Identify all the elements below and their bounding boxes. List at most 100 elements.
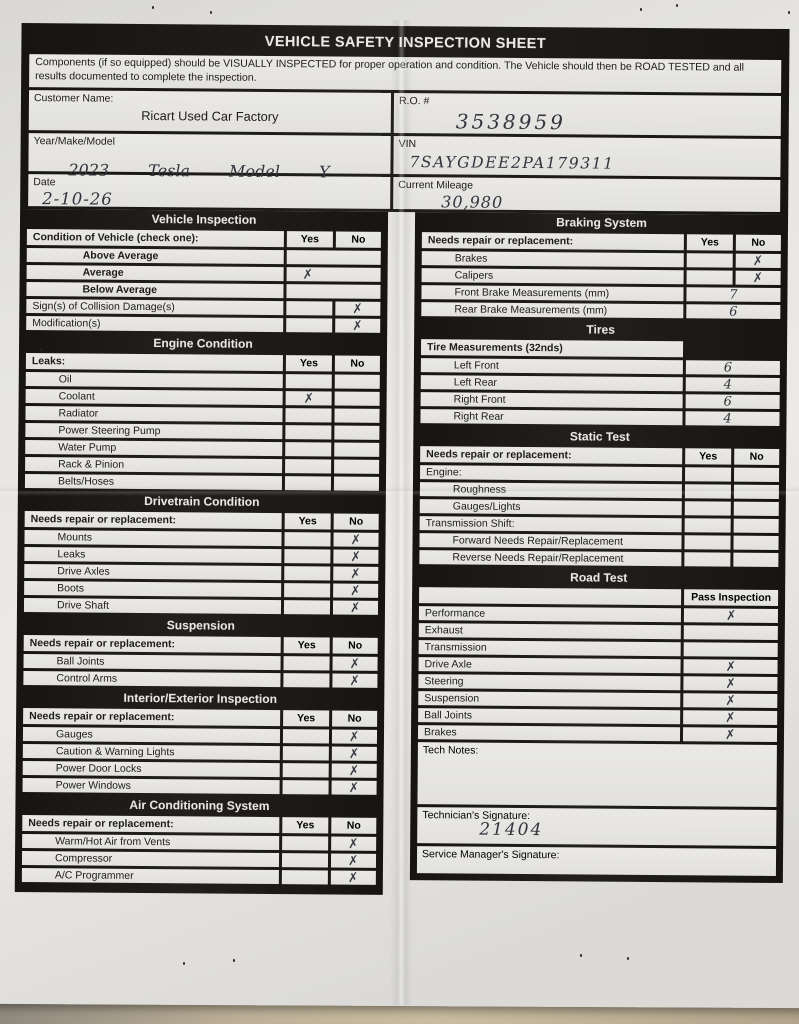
tire-value: 6 [723,394,732,410]
table-row: Ball Joints ✗ [23,653,378,671]
x-mark: ✗ [349,727,360,745]
x-mark: ✗ [752,251,764,269]
header-label: Needs repair or replacement: [23,707,281,727]
table-row: Engine: [420,465,780,482]
technician-signature-value: 21404 [479,819,544,841]
manager-signature-label: Service Manager's Signature: [422,848,560,862]
row-label: Drive Shaft [23,597,282,615]
date-value: 2-10-26 [42,189,113,209]
row-label: A/C Programmer [21,867,279,884]
table-row: Power Windows ✗ [22,777,377,795]
row-label: Steering [418,674,681,691]
row-label: Performance [418,606,682,623]
table-header-row: Needs repair or replacement: Yes No [421,232,781,251]
table-row: Front Brake Measurements (mm) 7 [421,285,781,303]
section-tires: Tires Tire Measurements (32nds) Left Fro… [420,319,780,427]
no-cell: ✗ [330,852,377,868]
header-label: Leaks: [25,352,283,372]
x-mark: ✗ [725,674,736,692]
no-cell [733,518,779,533]
tech-notes-label: Tech Notes: [422,744,479,757]
no-cell [334,459,380,474]
x-mark: ✗ [724,725,736,743]
row-label: Engine: [420,465,683,482]
table-row: Calipers ✗ [421,268,781,286]
x-mark: ✗ [347,868,359,886]
table-row: Steering ✗ [418,674,778,692]
section-title: Air Conditioning System [129,797,270,813]
no-cell [733,484,779,499]
yes-cell [284,583,331,598]
table-row: Gauges/Lights [419,499,779,516]
table-row: Right Rear 4 [420,409,780,427]
measurement-value: 7 [729,287,738,303]
yes-cell [284,532,331,547]
instructions-text: Components (if so equipped) should be VI… [29,54,782,93]
yes-cell [284,566,331,581]
header-label: Condition of Vehicle (check one): [26,228,284,248]
yes-cell [281,870,328,885]
no-cell: ✗ [331,762,377,778]
table-row: Suspension ✗ [418,691,778,708]
row-label: Warm/Hot Air from Vents [22,833,280,850]
table-row: Water Pump [25,439,380,457]
row-label: Water Pump [25,439,283,457]
table-row: Brakes ✗ [417,725,778,743]
row-label: Rear Brake Measurements (mm) [421,302,684,319]
table-row: Compressor ✗ [21,850,377,868]
mileage-value: 30,980 [441,192,504,212]
header-label: Needs repair or replacement: [24,510,282,530]
table-row: Belts/Hoses [24,473,380,491]
yes-header: Yes [284,513,331,530]
table-row: Radiator [25,405,380,423]
no-header: No [334,355,380,372]
row-label: Power Door Locks [22,760,280,778]
row-label: Drive Axles [24,563,282,581]
pass-cell: ✗ [683,607,778,623]
table-row: Control Arms ✗ [23,670,378,688]
x-mark: ✗ [350,530,362,548]
section-title: Tires [586,322,615,337]
yes-cell: ✗ [285,389,332,406]
no-cell: ✗ [331,835,377,851]
row-label: Ball Joints [23,653,281,671]
section-road-test: Road Test Pass Inspection Performance ✗ E… [417,567,779,743]
row-label: Power Windows [22,777,280,795]
row-label: Right Front [420,392,683,409]
no-cell: ✗ [335,317,381,333]
yes-header: Yes [283,710,330,727]
row-label: Oil [25,371,283,389]
table-row: Mounts ✗ [24,529,379,548]
row-label: Modification(s) [26,315,284,333]
no-header: No [332,637,378,654]
section-air-conditioning: Air Conditioning System Needs repair or … [21,795,377,886]
table-header-row: Condition of Vehicle (check one): Yes No [26,228,381,248]
no-cell: ✗ [330,868,376,886]
section-static-test: Static Test Needs repair or replacement:… [419,426,780,567]
row-label: Above Average [26,247,284,265]
yes-cell [286,301,333,316]
yes-header: Yes [285,355,332,372]
section-interior-exterior: Interior/Exterior Inspection Needs repai… [22,688,378,795]
row-label: Drive Axle [418,657,681,674]
ro-number-box: R.O. # 3538959 [393,92,782,136]
table-row: Boots ✗ [24,580,379,598]
measurement-cell: 4 [685,377,780,393]
no-cell [334,425,380,440]
section-drivetrain: Drivetrain Condition Needs repair or rep… [23,491,379,615]
pass-cell: ✗ [682,725,778,743]
row-label: Transmission [418,640,681,657]
pass-cell: ✗ [683,692,778,708]
yes-header: Yes [685,448,732,465]
no-cell [334,408,380,423]
no-cell: ✗ [333,530,379,548]
yes-cell [283,600,331,615]
header-label: Needs repair or replacement: [420,446,683,465]
pass-inspection-header: Pass Inspection [684,589,779,606]
row-label: Control Arms [23,670,281,688]
yes-cell [684,535,731,550]
row-label: Left Rear [420,375,683,392]
section-title: Braking System [556,215,647,230]
no-cell: ✗ [331,745,377,761]
yes-cell [686,270,733,285]
